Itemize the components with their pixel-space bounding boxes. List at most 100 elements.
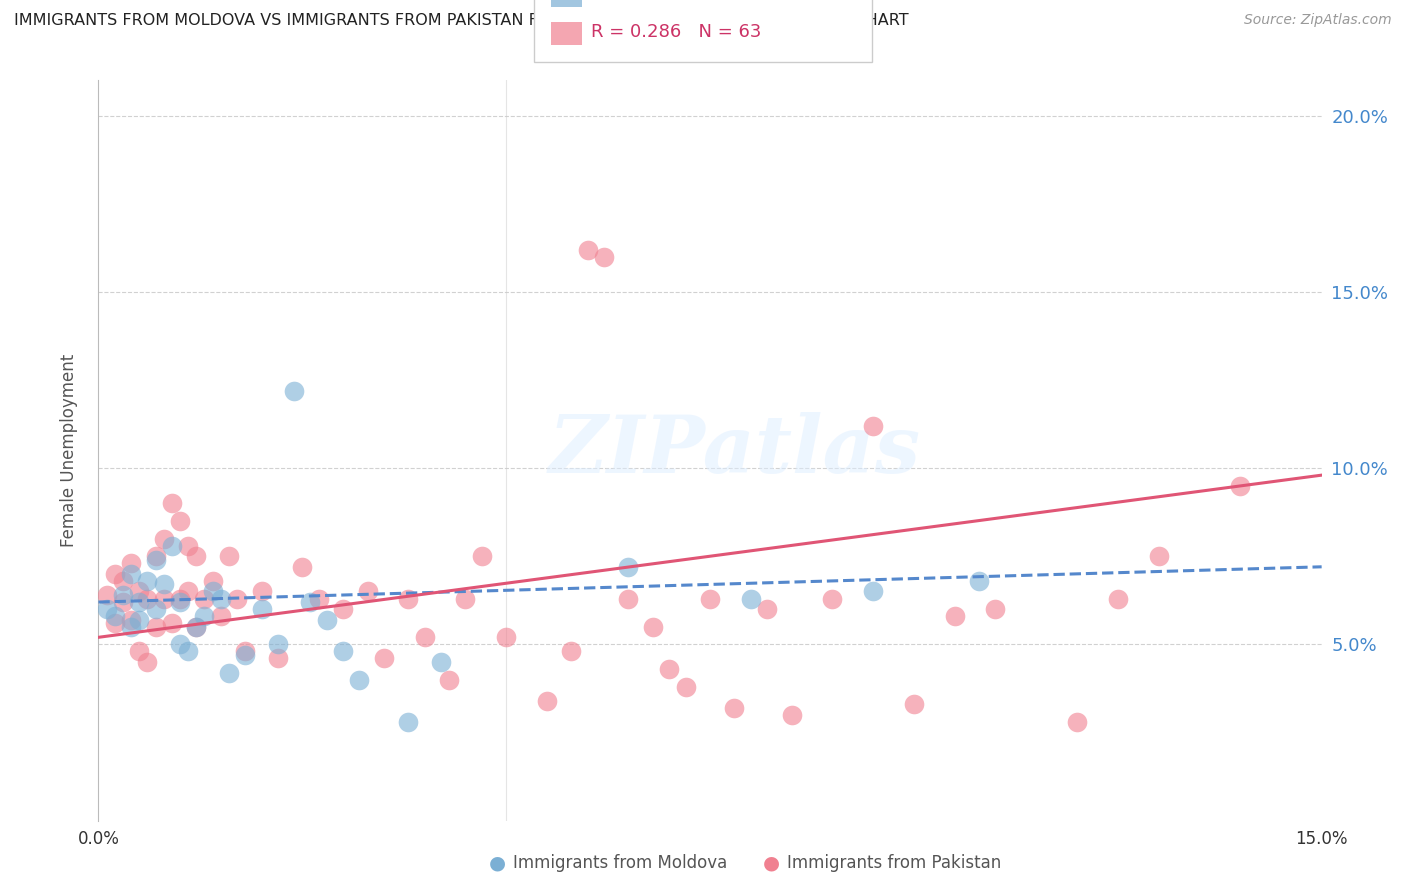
Point	[209, 591, 232, 606]
Point	[396, 714, 419, 729]
Point	[160, 539, 183, 553]
Point	[128, 613, 150, 627]
Point	[756, 602, 779, 616]
Point	[128, 644, 150, 658]
Point	[136, 591, 159, 606]
Point	[152, 591, 174, 606]
Point	[233, 648, 256, 662]
Point	[169, 514, 191, 528]
Point	[160, 496, 183, 510]
Point	[218, 665, 240, 680]
Point	[136, 655, 159, 669]
Point	[186, 549, 208, 564]
Point	[96, 588, 118, 602]
Point	[430, 655, 453, 669]
Point	[169, 637, 191, 651]
Point	[723, 701, 745, 715]
Point	[177, 584, 200, 599]
Point	[291, 559, 314, 574]
Point	[299, 595, 322, 609]
Point	[193, 609, 215, 624]
Text: Immigrants from Pakistan: Immigrants from Pakistan	[787, 855, 1001, 872]
Text: ●: ●	[763, 854, 780, 872]
Point	[218, 549, 240, 564]
Point	[193, 591, 215, 606]
Point	[593, 250, 616, 264]
Point	[356, 584, 378, 599]
Point	[120, 556, 142, 570]
Point	[984, 602, 1007, 616]
Text: Immigrants from Moldova: Immigrants from Moldova	[513, 855, 727, 872]
Point	[111, 574, 134, 588]
Point	[209, 609, 232, 624]
Point	[111, 588, 134, 602]
Point	[120, 620, 142, 634]
Point	[617, 559, 640, 574]
Point	[186, 620, 208, 634]
Point	[152, 577, 174, 591]
Point	[226, 591, 249, 606]
Point	[96, 602, 118, 616]
Text: R = 0.078   N = 34: R = 0.078 N = 34	[591, 0, 761, 4]
Point	[136, 574, 159, 588]
Point	[152, 532, 174, 546]
Point	[332, 644, 354, 658]
Point	[169, 591, 191, 606]
Text: ●: ●	[489, 854, 506, 872]
Point	[349, 673, 371, 687]
Text: ZIPatlas: ZIPatlas	[548, 412, 921, 489]
Point	[658, 662, 681, 676]
Point	[862, 418, 884, 433]
Point	[104, 616, 127, 631]
Point	[1229, 479, 1251, 493]
Point	[740, 591, 762, 606]
Point	[233, 644, 256, 658]
Point	[536, 694, 558, 708]
Point	[1066, 714, 1088, 729]
Point	[967, 574, 990, 588]
Point	[250, 584, 273, 599]
Point	[315, 613, 337, 627]
Point	[267, 637, 290, 651]
Point	[128, 584, 150, 599]
Point	[120, 566, 142, 581]
Point	[454, 591, 477, 606]
Point	[576, 243, 599, 257]
Point	[177, 644, 200, 658]
Point	[283, 384, 305, 398]
Point	[560, 644, 582, 658]
Point	[780, 707, 803, 722]
Point	[675, 680, 697, 694]
Y-axis label: Female Unemployment: Female Unemployment	[59, 354, 77, 547]
Point	[160, 616, 183, 631]
Point	[267, 651, 290, 665]
Point	[943, 609, 966, 624]
Point	[471, 549, 494, 564]
Point	[128, 595, 150, 609]
Point	[903, 698, 925, 712]
Point	[145, 602, 167, 616]
Point	[250, 602, 273, 616]
Text: Source: ZipAtlas.com: Source: ZipAtlas.com	[1244, 13, 1392, 28]
Point	[437, 673, 460, 687]
Point	[145, 553, 167, 567]
Point	[111, 595, 134, 609]
Point	[1147, 549, 1170, 564]
Point	[1107, 591, 1129, 606]
Point	[413, 630, 436, 644]
Point	[201, 574, 224, 588]
Point	[145, 620, 167, 634]
Point	[308, 591, 330, 606]
Point	[617, 591, 640, 606]
Point	[332, 602, 354, 616]
Point	[396, 591, 419, 606]
Point	[120, 613, 142, 627]
Point	[169, 595, 191, 609]
Text: IMMIGRANTS FROM MOLDOVA VS IMMIGRANTS FROM PAKISTAN FEMALE UNEMPLOYMENT CORRELAT: IMMIGRANTS FROM MOLDOVA VS IMMIGRANTS FR…	[14, 13, 908, 29]
Point	[104, 609, 127, 624]
Point	[177, 539, 200, 553]
Point	[201, 584, 224, 599]
Point	[373, 651, 395, 665]
Point	[104, 566, 127, 581]
Point	[821, 591, 844, 606]
